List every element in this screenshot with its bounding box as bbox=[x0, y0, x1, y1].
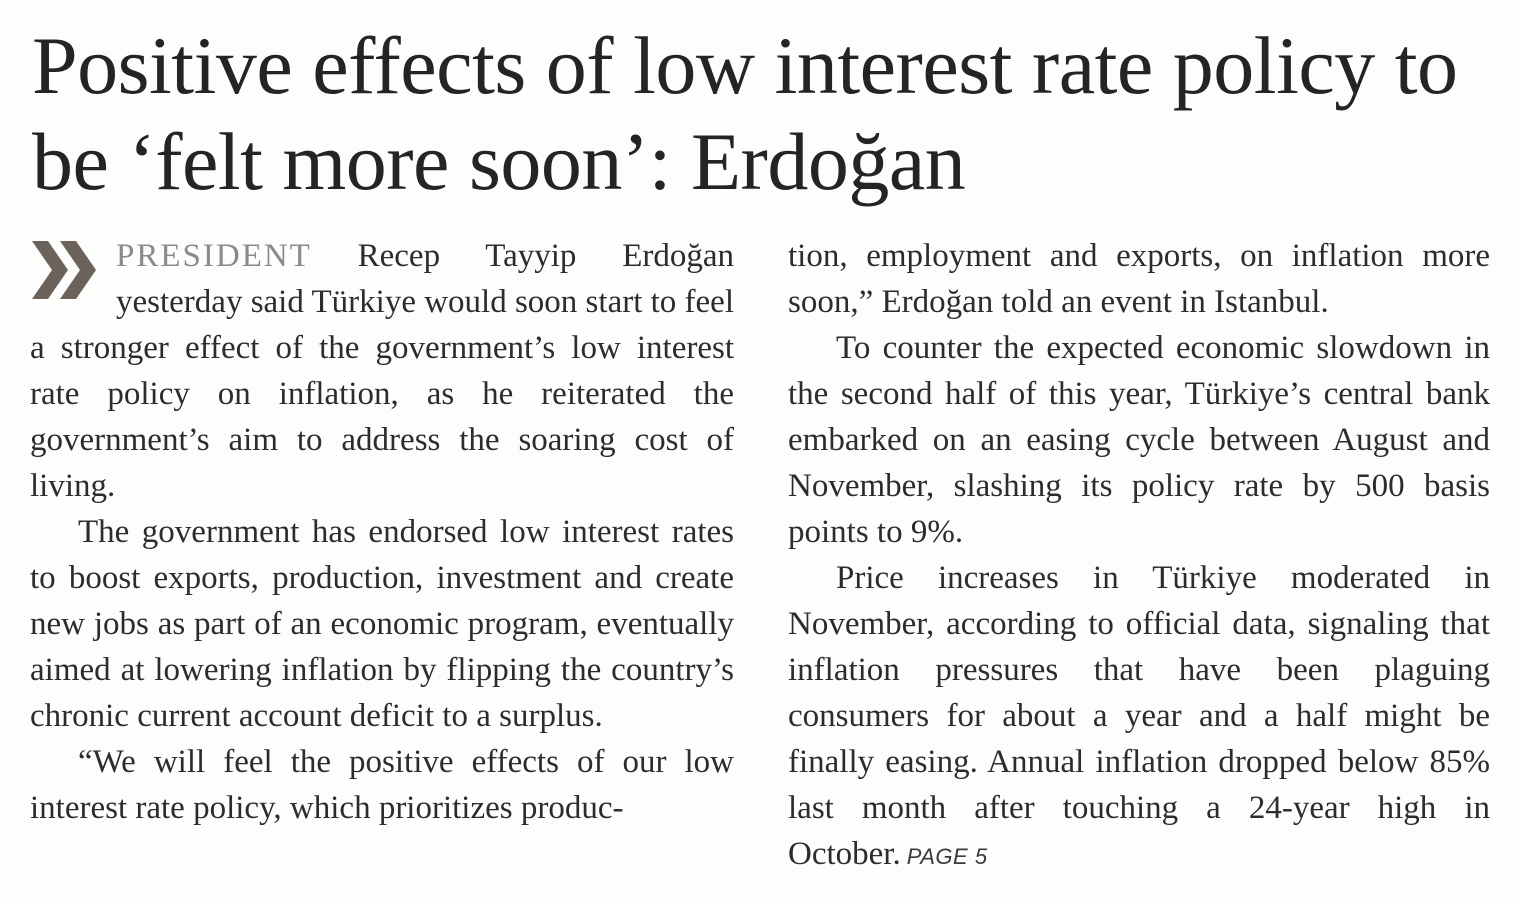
article-paragraph-2: The government has endorsed low interest… bbox=[30, 514, 734, 734]
article-column-right: tion, employment and exports, on inflati… bbox=[788, 233, 1490, 880]
paragraph-5-text: Price increases in Türkiye moderated in … bbox=[788, 560, 1490, 872]
page-reference: PAGE 5 bbox=[906, 844, 988, 869]
article-column-left: PRESIDENT Recep Tayyip Erdoğan yesterday… bbox=[30, 233, 734, 831]
double-chevron-right-icon bbox=[30, 237, 102, 303]
article-paragraph-5: Price increases in Türkiye moderated in … bbox=[788, 555, 1490, 880]
article-paragraph-3-start: “We will feel the positive effects of ou… bbox=[30, 744, 734, 826]
paragraph-1-text: Recep Tayyip Erdoğan yesterday said Türk… bbox=[30, 238, 734, 504]
article-paragraph-4: To counter the expected economic slowdow… bbox=[788, 330, 1490, 550]
lead-word: PRESIDENT bbox=[116, 238, 312, 274]
article-headline: Positive effects of low interest rate po… bbox=[32, 20, 1458, 207]
article-paragraph-3-end: tion, employment and exports, on inflati… bbox=[788, 238, 1490, 320]
article-paragraph-1: PRESIDENT Recep Tayyip Erdoğan yesterday… bbox=[30, 233, 734, 509]
